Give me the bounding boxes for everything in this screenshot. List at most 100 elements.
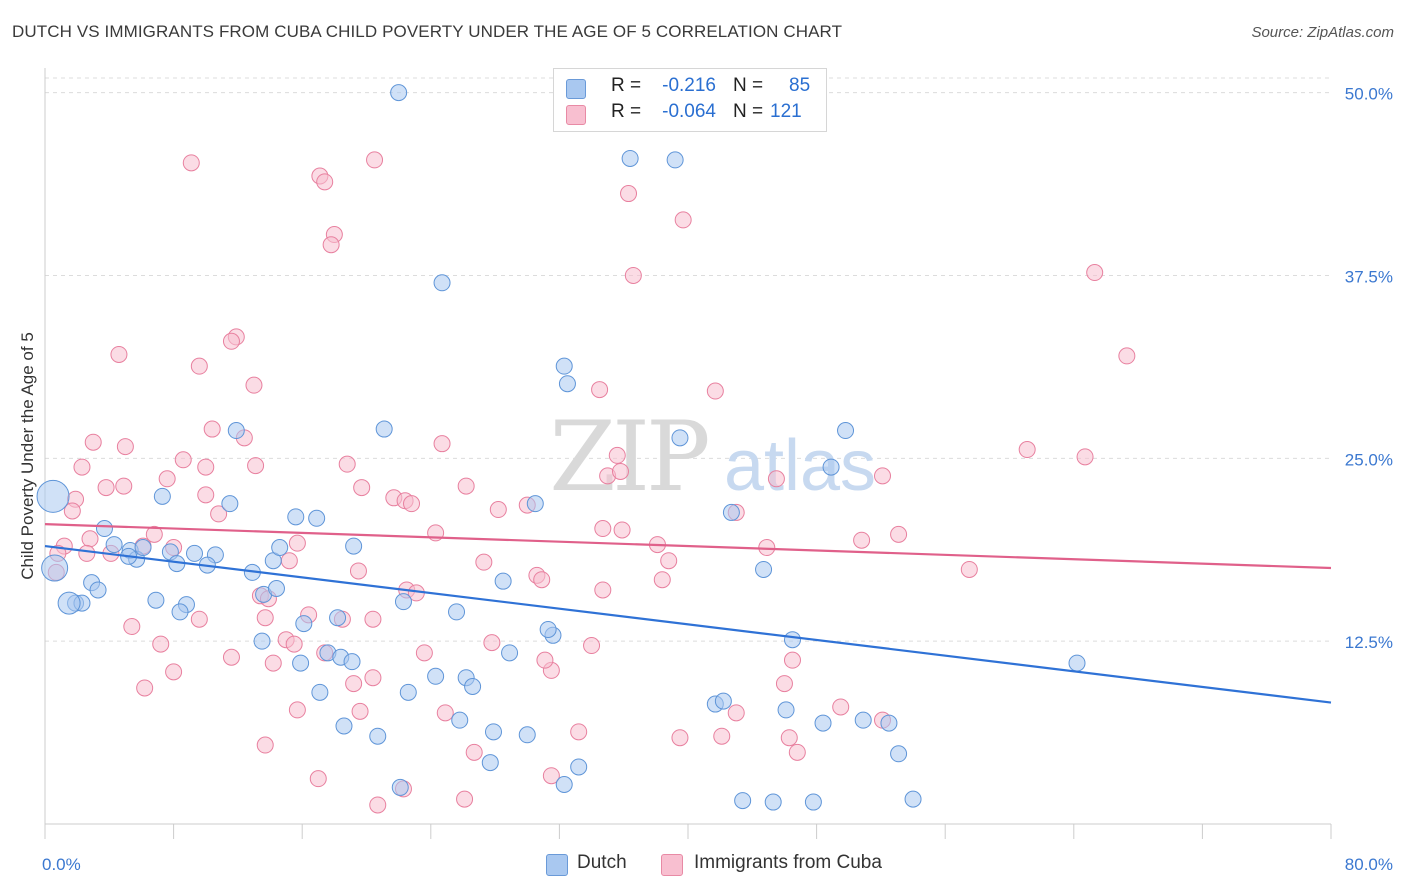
n-label: N = xyxy=(733,101,764,122)
dutch-point xyxy=(555,357,573,375)
cuba-point xyxy=(190,610,208,628)
dutch-point xyxy=(267,579,285,597)
cuba-point xyxy=(533,571,551,589)
dutch-point xyxy=(89,581,107,599)
dutch-point xyxy=(36,479,70,513)
cuba-point xyxy=(197,486,215,504)
cuba-point xyxy=(247,457,265,475)
legend-row-cuba: R = -0.064 N = 121 xyxy=(554,101,826,127)
cuba-point xyxy=(210,505,228,523)
cuba-point xyxy=(457,477,475,495)
dutch-point xyxy=(105,536,123,554)
cuba-point xyxy=(264,654,282,672)
dutch-point xyxy=(518,726,536,744)
y-tick-label: 12.5% xyxy=(1345,633,1393,652)
cuba-point xyxy=(97,479,115,497)
chart-title: DUTCH VS IMMIGRANTS FROM CUBA CHILD POVE… xyxy=(12,22,843,41)
cuba-point xyxy=(483,634,501,652)
r-value: -0.216 xyxy=(662,75,716,96)
dutch-swatch xyxy=(566,79,586,99)
dutch-point xyxy=(764,793,782,811)
cuba-point xyxy=(890,525,908,543)
cuba-point xyxy=(611,462,629,480)
dutch-point xyxy=(671,429,689,447)
cuba-point xyxy=(767,470,785,488)
dutch-point xyxy=(41,554,69,582)
cuba-point xyxy=(788,743,806,761)
cuba-point xyxy=(190,357,208,375)
dutch-point xyxy=(555,776,573,794)
cuba-point xyxy=(222,332,240,350)
cuba-point xyxy=(727,704,745,722)
cuba-point xyxy=(81,530,99,548)
stats-legend: R = -0.216 N = 85 R = -0.064 N = 121 xyxy=(553,68,827,132)
cuba-point xyxy=(203,420,221,438)
cuba-point xyxy=(309,770,327,788)
x-tick-label: 80.0% xyxy=(1345,855,1393,874)
dutch-point xyxy=(880,714,898,732)
cuba-point xyxy=(594,520,612,538)
dutch-point xyxy=(451,711,469,729)
cuba-point xyxy=(780,729,798,747)
r-value: -0.064 xyxy=(662,101,716,122)
cuba-point xyxy=(960,560,978,578)
dutch-point xyxy=(147,591,165,609)
cuba-point xyxy=(84,433,102,451)
dutch-point xyxy=(666,151,684,169)
dutch-point xyxy=(722,503,740,521)
tick-labels: 12.5% 25.0% 37.5% 50.0% 0.0% 80.0% xyxy=(42,85,1393,874)
dutch-points xyxy=(36,84,1086,811)
y-axis-label: Child Poverty Under the Age of 5 xyxy=(18,332,37,580)
cuba-point xyxy=(316,173,334,191)
dutch-legend-label: Dutch xyxy=(577,852,627,873)
cuba-point xyxy=(145,525,163,543)
cuba-point xyxy=(158,470,176,488)
watermark-zip: ZIP xyxy=(549,401,708,513)
dutch-point xyxy=(714,692,732,710)
dutch-point xyxy=(399,683,417,701)
dutch-point xyxy=(822,458,840,476)
dutch-point xyxy=(329,609,347,627)
cuba-point xyxy=(288,534,306,552)
dutch-point xyxy=(526,495,544,513)
cuba-point xyxy=(489,501,507,519)
dutch-point xyxy=(253,632,271,650)
dutch-point xyxy=(804,793,822,811)
dutch-point xyxy=(501,644,519,662)
cuba-point xyxy=(775,675,793,693)
cuba-point xyxy=(364,669,382,687)
watermark-atlas: atlas xyxy=(724,426,876,506)
cuba-point xyxy=(674,211,692,229)
dutch-point xyxy=(837,422,855,440)
cuba-point xyxy=(280,552,298,570)
cuba-point xyxy=(174,451,192,469)
cuba-point xyxy=(165,663,183,681)
cuba-point xyxy=(353,479,371,497)
cuba-point xyxy=(256,736,274,754)
dutch-point xyxy=(375,420,393,438)
cuba-point xyxy=(706,382,724,400)
trend-lines xyxy=(44,523,1332,704)
cuba-point xyxy=(608,446,626,464)
dutch-point xyxy=(904,790,922,808)
cuba-point xyxy=(123,618,141,636)
dutch-point xyxy=(854,711,872,729)
dutch-point xyxy=(814,714,832,732)
cuba-point xyxy=(415,644,433,662)
dutch-point xyxy=(369,727,387,745)
dutch-point xyxy=(185,544,203,562)
cuba-point xyxy=(1118,347,1136,365)
cuba-point xyxy=(783,651,801,669)
cuba-point xyxy=(436,704,454,722)
axes xyxy=(44,68,1332,839)
dutch-point xyxy=(394,593,412,611)
cuba-point xyxy=(713,727,731,745)
dutch-point xyxy=(755,560,773,578)
legend-row-dutch: R = -0.216 N = 85 xyxy=(554,75,826,101)
cuba-point xyxy=(570,723,588,741)
watermark: ZIP atlas xyxy=(549,401,876,513)
cuba-point xyxy=(1018,441,1036,459)
cuba-point xyxy=(351,702,369,720)
dutch-point xyxy=(484,723,502,741)
cuba-point xyxy=(115,477,133,495)
